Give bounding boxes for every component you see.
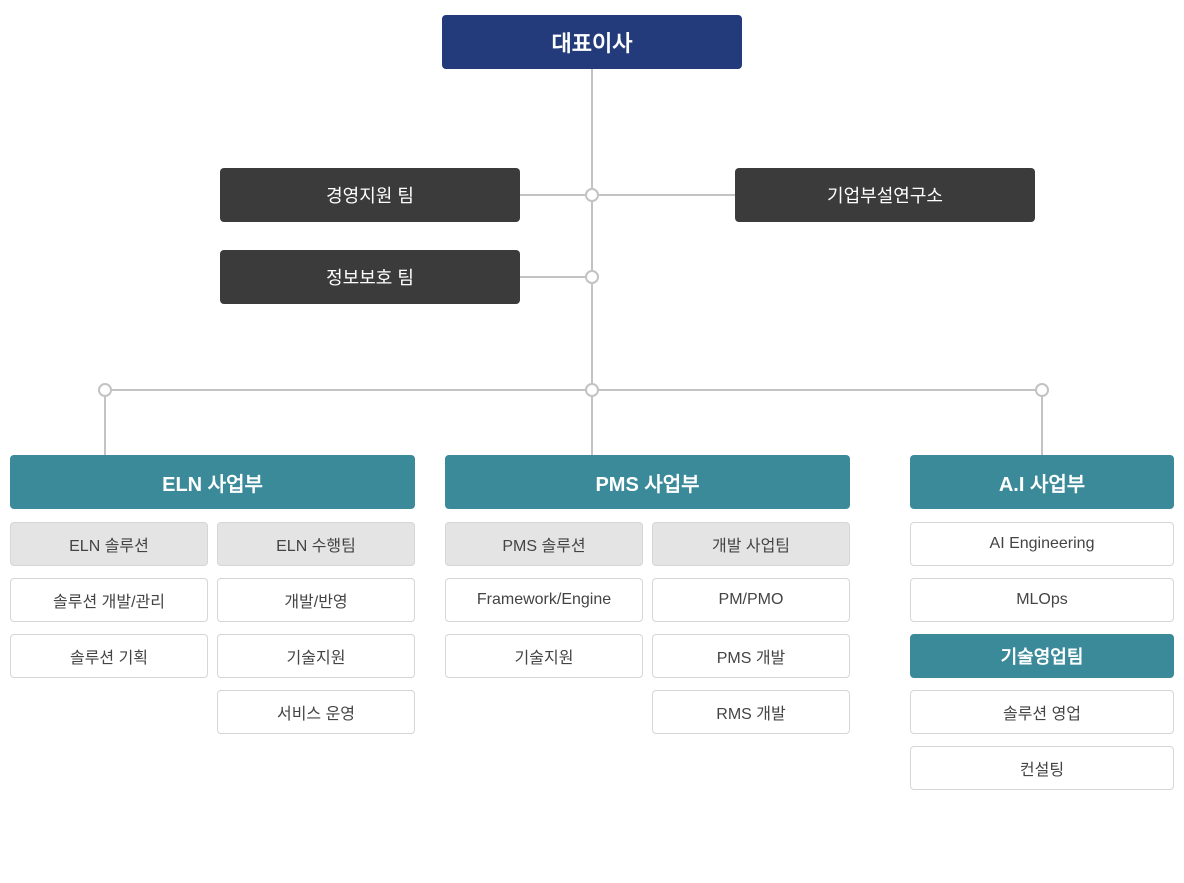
- leaf-label: AI Engineering: [990, 535, 1095, 553]
- pms-col2-item: RMS 개발: [652, 690, 850, 734]
- leaf-label: 솔루션 개발/관리: [53, 588, 165, 612]
- staff-label: 기업부설연구소: [827, 182, 943, 208]
- staff-box-right1: 기업부설연구소: [735, 168, 1035, 222]
- eln-col2-item: 기술지원: [217, 634, 415, 678]
- ai-item: MLOps: [910, 578, 1174, 622]
- division-title: 기술영업팀: [1001, 643, 1084, 669]
- pms-col1-head: PMS 솔루션: [445, 522, 643, 566]
- leaf-label: 서비스 운영: [277, 700, 355, 724]
- leaf-label: MLOps: [1016, 591, 1068, 609]
- ai-item: AI Engineering: [910, 522, 1174, 566]
- pms-col1-item: 기술지원: [445, 634, 643, 678]
- division-title: A.I 사업부: [999, 468, 1085, 497]
- leaf-label: PMS 개발: [717, 644, 786, 668]
- subhead-label: PMS 솔루션: [502, 532, 585, 556]
- division-sales: 기술영업팀: [910, 634, 1174, 678]
- leaf-label: 개발/반영: [284, 588, 347, 612]
- eln-col1-item: 솔루션 기획: [10, 634, 208, 678]
- subhead-label: ELN 솔루션: [69, 532, 149, 556]
- staff-label: 경영지원 팀: [326, 182, 414, 208]
- division-ai: A.I 사업부: [910, 455, 1174, 509]
- eln-col2-item: 서비스 운영: [217, 690, 415, 734]
- division-eln: ELN 사업부: [10, 455, 415, 509]
- leaf-label: PM/PMO: [719, 591, 784, 609]
- division-pms: PMS 사업부: [445, 455, 850, 509]
- subhead-label: 개발 사업팀: [712, 532, 790, 556]
- eln-col1-item: 솔루션 개발/관리: [10, 578, 208, 622]
- leaf-label: RMS 개발: [716, 700, 785, 724]
- sales-item: 솔루션 영업: [910, 690, 1174, 734]
- sales-item: 컨설팅: [910, 746, 1174, 790]
- ceo-label: 대표이사: [552, 26, 633, 58]
- ceo-box: 대표이사: [442, 15, 742, 69]
- pms-col2-head: 개발 사업팀: [652, 522, 850, 566]
- leaf-label: 기술지원: [287, 644, 346, 668]
- pms-col2-item: PMS 개발: [652, 634, 850, 678]
- pms-col2-item: PM/PMO: [652, 578, 850, 622]
- division-title: PMS 사업부: [595, 468, 699, 497]
- leaf-label: Framework/Engine: [477, 591, 611, 609]
- leaf-label: 솔루션 영업: [1003, 700, 1081, 724]
- staff-box-left2: 정보보호 팀: [220, 250, 520, 304]
- eln-col1-head: ELN 솔루션: [10, 522, 208, 566]
- eln-col2-item: 개발/반영: [217, 578, 415, 622]
- pms-col1-item: Framework/Engine: [445, 578, 643, 622]
- subhead-label: ELN 수행팀: [276, 532, 356, 556]
- leaf-label: 컨설팅: [1020, 756, 1064, 780]
- eln-col2-head: ELN 수행팀: [217, 522, 415, 566]
- leaf-label: 솔루션 기획: [70, 644, 148, 668]
- division-title: ELN 사업부: [162, 468, 263, 497]
- staff-box-left1: 경영지원 팀: [220, 168, 520, 222]
- staff-label: 정보보호 팀: [326, 264, 414, 290]
- leaf-label: 기술지원: [515, 644, 574, 668]
